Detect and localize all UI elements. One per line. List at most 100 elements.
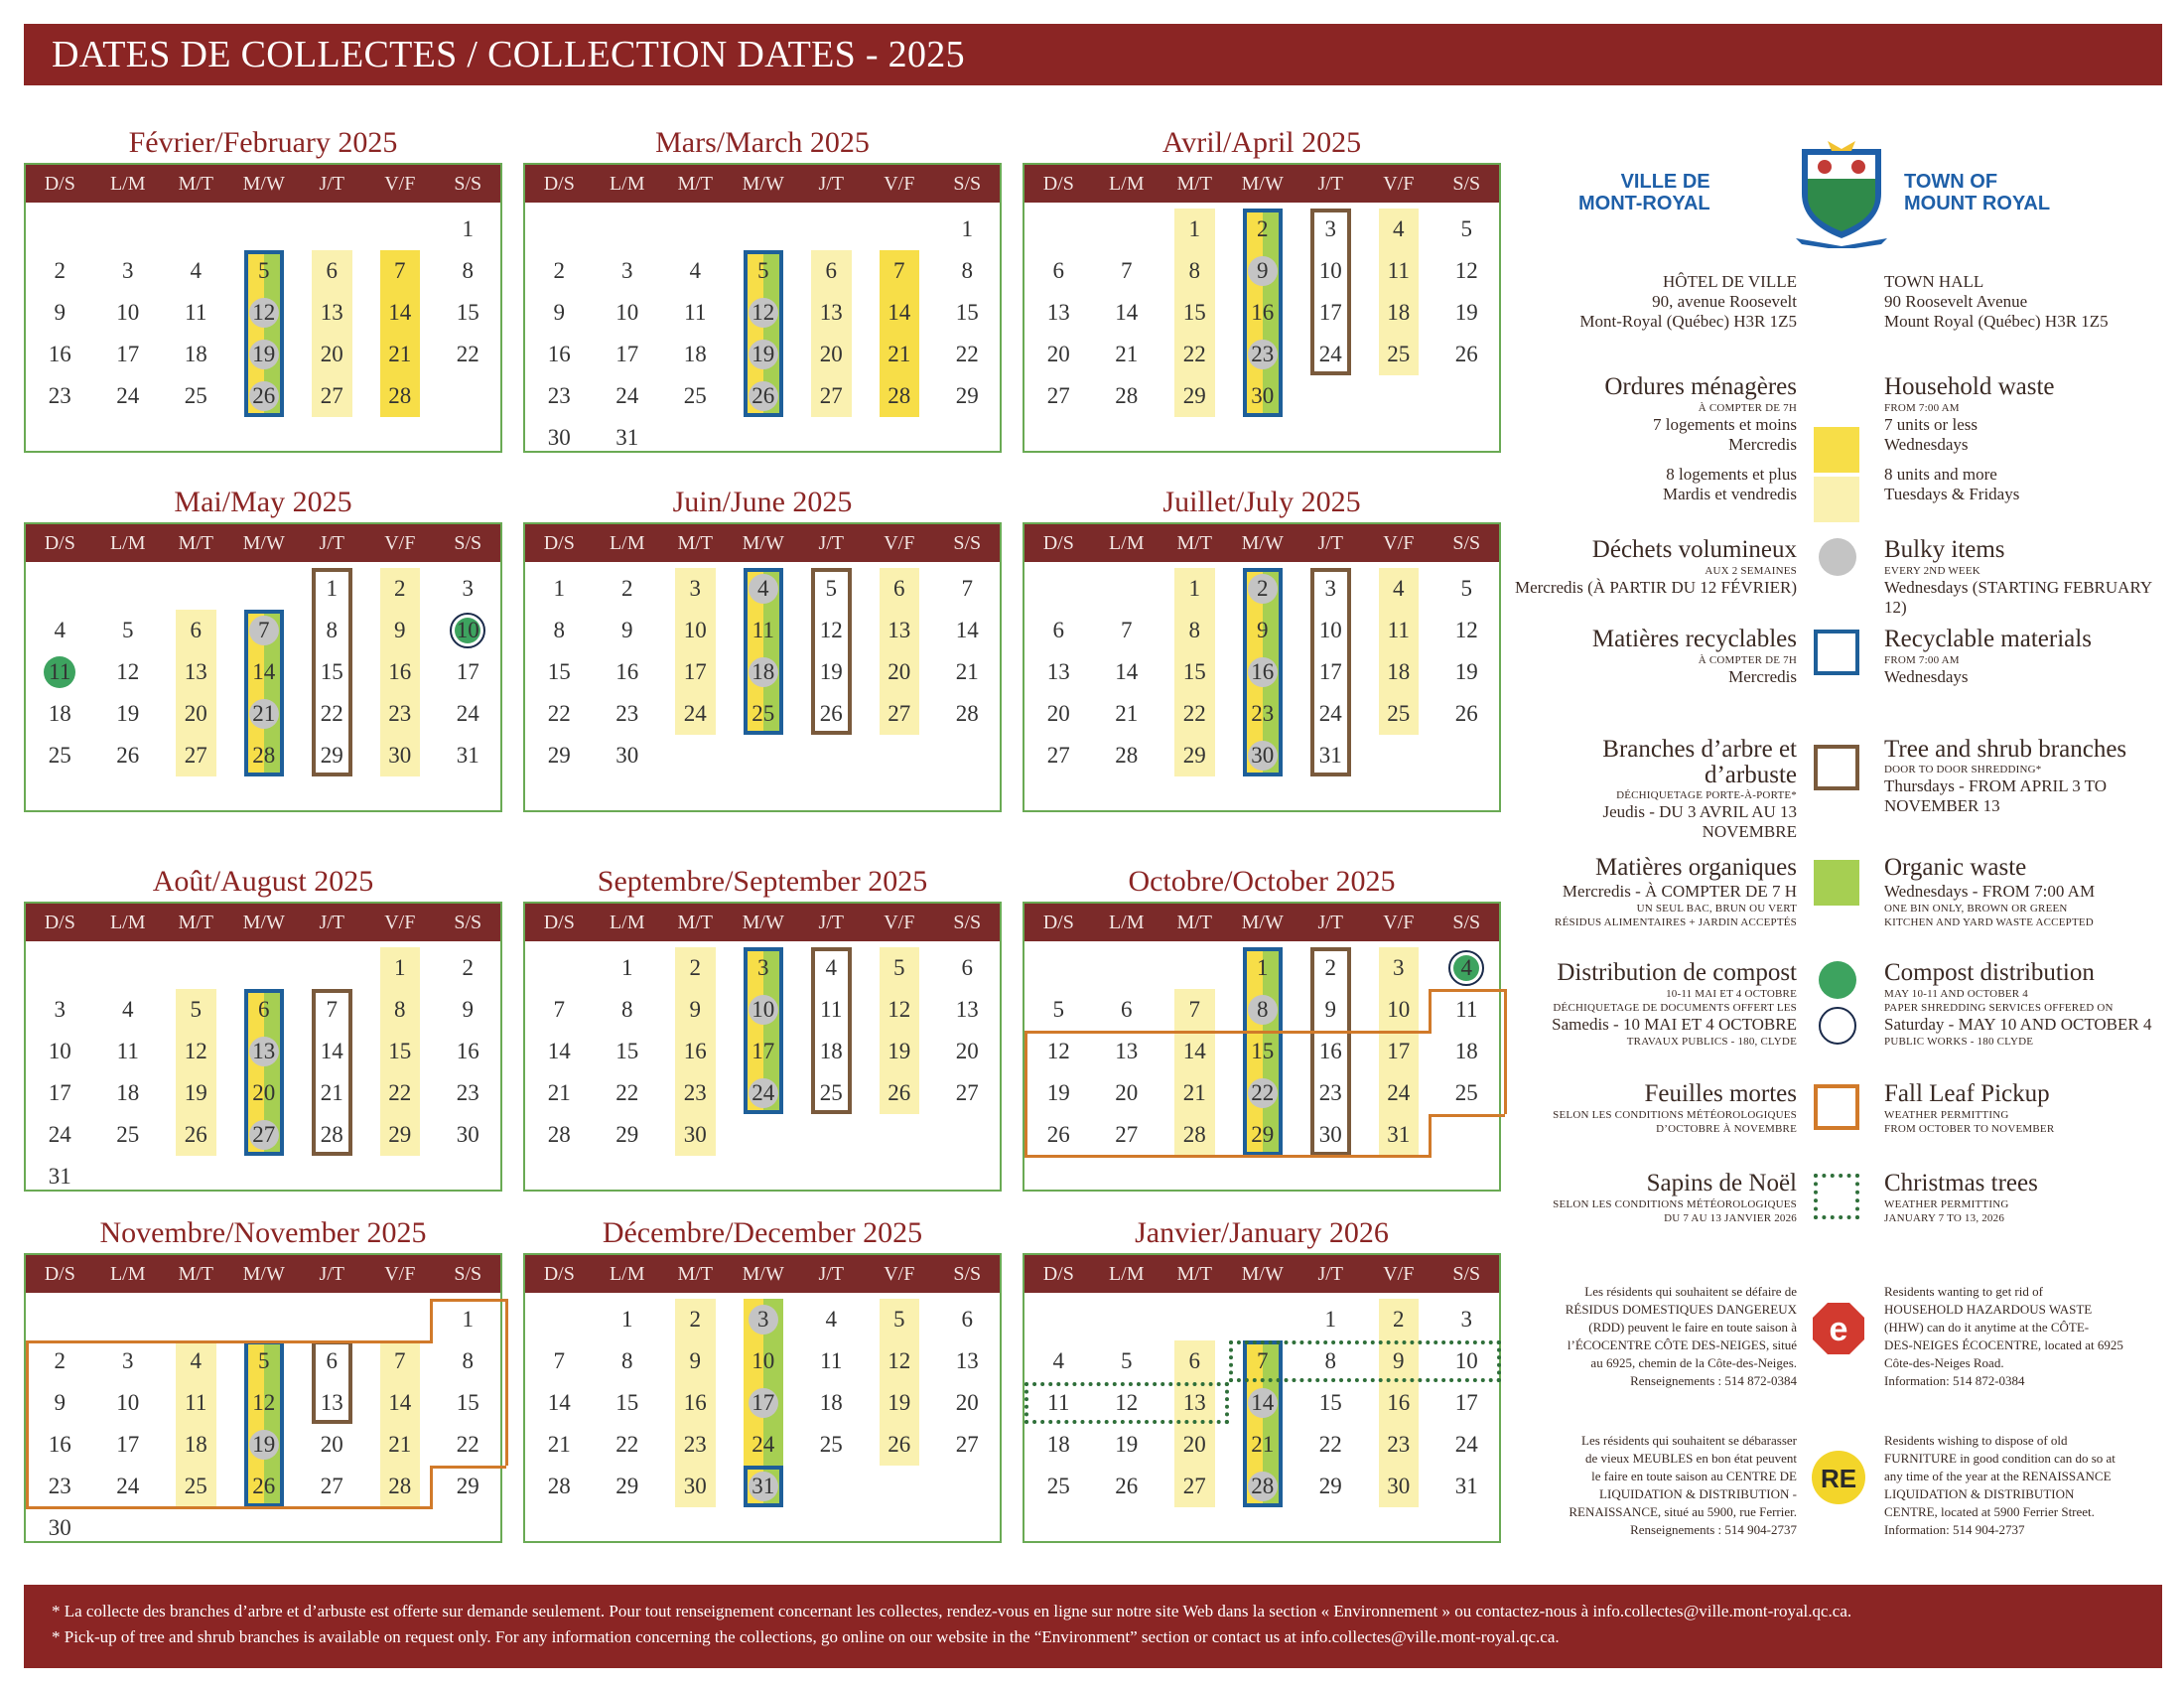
bulky-marker xyxy=(748,1078,778,1108)
day-number: 23 xyxy=(615,701,639,726)
day-number: 21 xyxy=(1115,342,1139,366)
weekday-label: D/S xyxy=(44,912,75,933)
day-number: 28 xyxy=(252,743,276,768)
day-cell: 30 xyxy=(1229,375,1297,417)
day-cell: 31 xyxy=(594,417,662,459)
day-number: 16 xyxy=(1251,300,1275,325)
weekday-label: M/W xyxy=(742,1263,784,1285)
day-cell: 10 xyxy=(94,292,163,334)
day-cell: 28 xyxy=(230,735,299,776)
day-number: 20 xyxy=(955,1039,979,1063)
day-cell: 27 xyxy=(298,1466,366,1507)
day-cell: 9 xyxy=(26,292,94,334)
branches-swatch xyxy=(1814,745,1859,790)
day-cell: 20 xyxy=(1024,693,1093,735)
day-number: 26 xyxy=(1454,342,1478,366)
day-number: 12 xyxy=(887,997,911,1022)
day-cell: 3 xyxy=(1297,568,1365,610)
day-cell: 11 xyxy=(162,1382,230,1424)
day-number: 6 xyxy=(326,1348,339,1373)
weekday-label: J/T xyxy=(818,912,845,933)
day-cell: 21 xyxy=(1229,1424,1297,1466)
day-number: 5 xyxy=(1460,216,1473,241)
day-number: 1 xyxy=(394,955,406,980)
day-number: 17 xyxy=(48,1080,71,1105)
day-number: 12 xyxy=(1115,1390,1139,1415)
day-number: 15 xyxy=(388,1039,412,1063)
day-number: 11 xyxy=(1387,258,1410,283)
day-number: 19 xyxy=(116,701,140,726)
organic-highlight xyxy=(263,1340,284,1507)
day-number: 17 xyxy=(683,659,707,684)
day-number: 26 xyxy=(887,1080,911,1105)
day-cell: 25 xyxy=(1365,693,1433,735)
day-number: 24 xyxy=(1387,1080,1411,1105)
household-highlight xyxy=(1174,568,1215,776)
recyclable-frame xyxy=(743,947,783,1114)
day-number: 6 xyxy=(1052,258,1065,283)
day-number: 6 xyxy=(326,258,339,283)
day-number: 15 xyxy=(320,659,343,684)
day-cell: 8 xyxy=(434,1340,502,1382)
weekday-label: J/T xyxy=(319,532,345,554)
household-highlight xyxy=(675,568,716,735)
day-number: 18 xyxy=(819,1039,843,1063)
weekday-label: M/T xyxy=(677,532,714,554)
month-title: Décembre/December 2025 xyxy=(602,1216,923,1249)
day-cell: 7 xyxy=(1229,1340,1297,1382)
day-number: 1 xyxy=(462,216,475,241)
day-cell: 27 xyxy=(1024,375,1093,417)
logo: VILLE DE MONT-ROYAL TOWN OF MOUNT ROYAL xyxy=(1509,129,2164,258)
day-number: 20 xyxy=(887,659,911,684)
leaf-pickup-outline xyxy=(504,1299,508,1466)
day-number: 9 xyxy=(553,300,566,325)
day-cell: 11 xyxy=(94,1031,163,1072)
day-cell: 28 xyxy=(366,1466,435,1507)
household-highlight xyxy=(1378,568,1419,735)
day-number: 17 xyxy=(1318,300,1342,325)
day-cell: 9 xyxy=(434,989,502,1031)
day-number: 21 xyxy=(320,1080,343,1105)
day-cell: 12 xyxy=(866,1340,934,1382)
leaf-pickup-outline xyxy=(1503,989,1507,1114)
day-number: 21 xyxy=(388,342,412,366)
weekday-label: D/S xyxy=(44,173,75,195)
day-cell: 7 xyxy=(366,1340,435,1382)
day-number: 22 xyxy=(1251,1080,1275,1105)
bulky-marker xyxy=(248,616,279,645)
compost-marker xyxy=(44,656,76,688)
household-highlight xyxy=(1378,1299,1419,1507)
legend-bulky-en: Bulky items EVERY 2ND WEEK Wednesdays (S… xyxy=(1884,536,2152,617)
day-cell: 20 xyxy=(298,334,366,375)
day-number: 4 xyxy=(190,258,203,283)
day-number: 24 xyxy=(683,701,707,726)
day-number: 22 xyxy=(388,1080,412,1105)
weekday-label: S/S xyxy=(454,532,482,554)
branches-frame xyxy=(1310,947,1351,1156)
day-number: 9 xyxy=(1257,258,1269,283)
organic-highlight xyxy=(1262,1340,1283,1507)
day-cell: 8 xyxy=(298,610,366,651)
day-cell: 9 xyxy=(1297,989,1365,1031)
day-cell: 25 xyxy=(797,1424,866,1466)
day-cell: 29 xyxy=(434,1466,502,1507)
day-number: 18 xyxy=(184,342,207,366)
day-cell: 19 xyxy=(230,1424,299,1466)
day-number: 9 xyxy=(689,1348,702,1373)
compost-swatch xyxy=(1819,961,1856,999)
compost-shredding-marker xyxy=(1448,950,1485,986)
day-cell: 9 xyxy=(525,292,594,334)
legend-leaves-fr: Feuilles mortes SELON LES CONDITIONS MÉT… xyxy=(1553,1080,1797,1135)
day-cell: 24 xyxy=(1433,1424,1501,1466)
day-number: 13 xyxy=(1115,1039,1139,1063)
day-cell: 12 xyxy=(230,1382,299,1424)
day-number: 26 xyxy=(116,743,140,768)
day-cell: 1 xyxy=(594,1299,662,1340)
day-number: 8 xyxy=(1257,997,1269,1022)
day-number: 11 xyxy=(1455,997,1478,1022)
household-7-swatch xyxy=(1814,427,1859,473)
bulky-marker xyxy=(1247,657,1278,687)
bulky-marker xyxy=(1247,995,1278,1025)
day-cell: 3 xyxy=(1297,209,1365,250)
leaf-pickup-outline xyxy=(430,1299,433,1340)
